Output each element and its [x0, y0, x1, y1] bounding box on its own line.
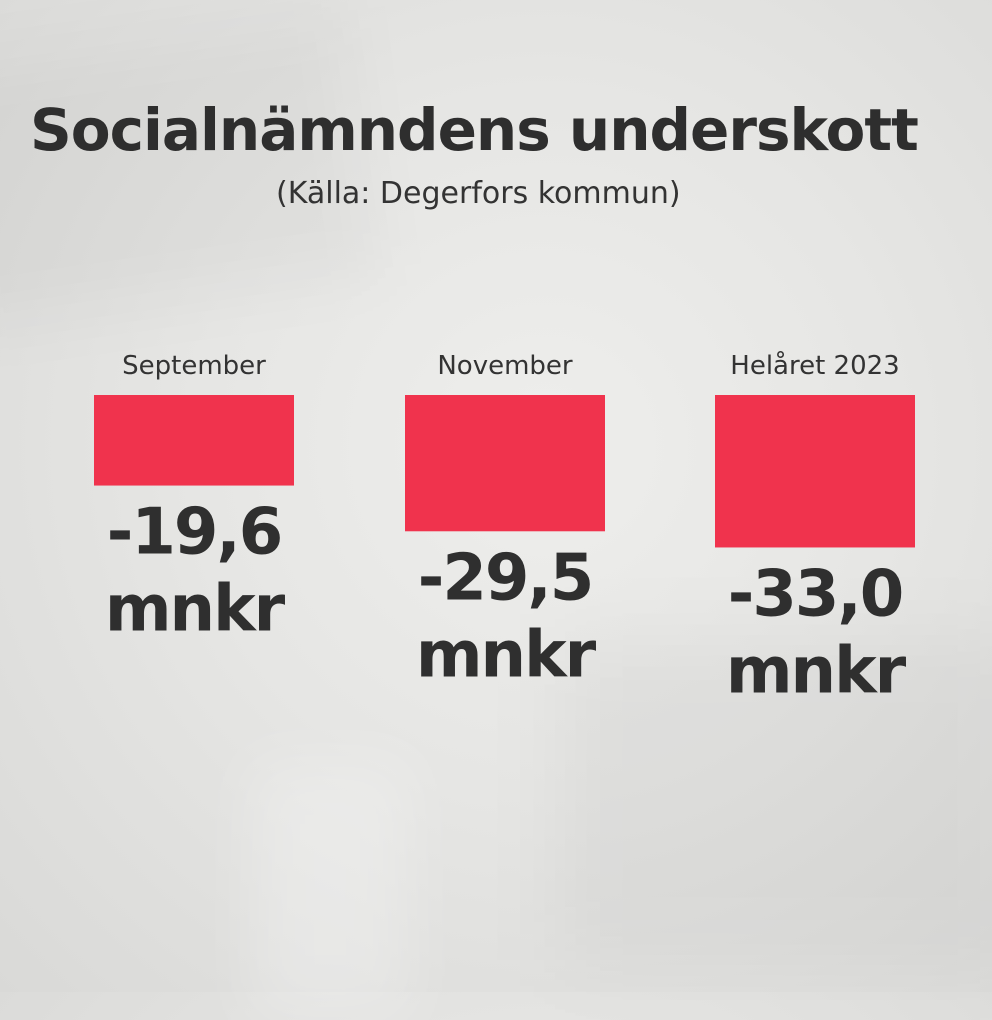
unit-label: mnkr	[105, 573, 286, 647]
category-label: September	[122, 351, 266, 381]
category-label: November	[437, 351, 573, 381]
chart-area: September-19,6mnkrNovember-29,5mnkrHelår…	[94, 350, 915, 708]
category-label: Helåret 2023	[730, 350, 899, 381]
value-label: -29,5	[418, 541, 592, 615]
unit-label: mnkr	[416, 618, 597, 692]
chart-subtitle: (Källa: Degerfors kommun)	[276, 176, 681, 211]
unit-label: mnkr	[726, 634, 907, 708]
bar	[715, 395, 915, 548]
value-label: -33,0	[728, 557, 902, 631]
bar	[405, 395, 605, 532]
bar	[94, 395, 294, 486]
chart-title: Socialnämndens underskott	[30, 96, 919, 164]
value-label: -19,6	[107, 496, 281, 570]
